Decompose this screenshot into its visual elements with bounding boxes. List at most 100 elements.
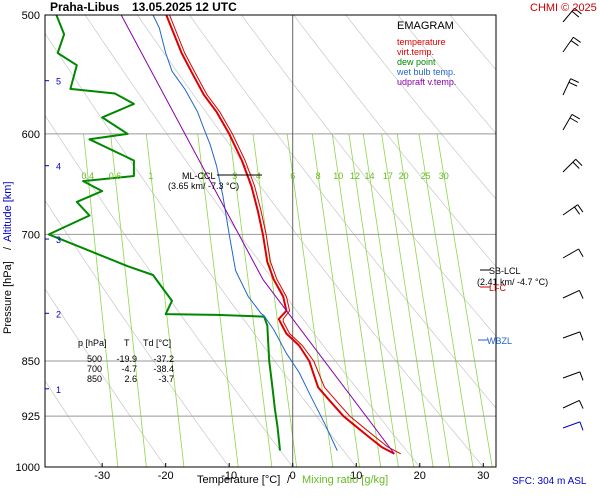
altitude-tick-label: 3 — [56, 235, 61, 245]
table-cell: -3.7 — [158, 374, 174, 384]
mixing-ratio-label: 20 — [399, 171, 409, 181]
dry-adiabat — [293, 15, 496, 268]
mixing-ratio-line — [331, 133, 382, 467]
wind-barb-icon — [562, 204, 584, 216]
mixing-ratio-line — [381, 133, 434, 467]
legend-item-updraft: udpraft v.temp. — [397, 77, 456, 87]
wind-barb-icon — [562, 248, 584, 259]
mixing-ratio-line — [83, 133, 119, 467]
mixing-ratio-line — [436, 133, 493, 467]
table-cell: -19.9 — [116, 354, 137, 364]
level-table: p [hPa] T Td [°C] 500 -19.9 -37.2 700 -4… — [78, 338, 174, 384]
table-header-td: Td [°C] — [143, 338, 171, 348]
mixing-ratio-label: 6 — [290, 171, 295, 181]
wind-barb-icon — [562, 399, 584, 409]
plot-frame — [44, 14, 497, 468]
temperature-tick-label: -30 — [94, 470, 110, 482]
dry-adiabat — [241, 15, 496, 337]
table-header-t: T — [124, 338, 130, 348]
mixing-ratio-label: 14 — [364, 171, 374, 181]
wind-barb-icon — [562, 113, 581, 131]
wind-barb-icon — [562, 158, 583, 173]
mixing-ratio-line — [197, 133, 239, 467]
mixing-ratio-line — [311, 133, 360, 467]
wind-barb-icon — [562, 36, 581, 53]
dry-adiabat — [397, 15, 496, 135]
mixing-ratio-line — [418, 133, 474, 467]
mixing-ratio-label: 0.4 — [82, 171, 95, 181]
sb-lcl-annotation: SB-LCL (2.41 km/ -4.7 °C) LFC — [477, 266, 548, 293]
pressure-tick-label: 700 — [22, 229, 40, 241]
pressure-tick-label: 600 — [22, 129, 40, 141]
credit-text: CHMI © 2025 — [530, 2, 597, 14]
table-header-p: p [hPa] — [78, 338, 107, 348]
legend-item-temperature: temperature — [397, 37, 446, 47]
wind-barb-icon — [562, 78, 579, 96]
mixing-ratio-label: 8 — [316, 171, 321, 181]
table-cell: -4.7 — [121, 364, 137, 374]
table-cell: 2.6 — [124, 374, 137, 384]
dry-adiabat — [45, 288, 166, 467]
wbzl-annotation: WBZL — [478, 336, 512, 346]
legend-item-dew-point: dew point — [397, 57, 436, 67]
temperature-tick-label: -20 — [158, 470, 174, 482]
ml-ccl-title: ML-CCL — [182, 171, 216, 181]
mixing-ratio-label: 17 — [383, 171, 393, 181]
mixing-ratio-line — [145, 133, 185, 467]
dry-adiabat — [45, 380, 103, 467]
pressure-tick-label: 925 — [22, 411, 40, 423]
mixing-ratio-line — [286, 133, 334, 467]
wind-barb-icon — [562, 421, 584, 431]
mixing-ratio-label: 0.6 — [109, 171, 122, 181]
series-udpraft-v-temp — [120, 15, 395, 455]
dry-adiabat — [345, 15, 496, 200]
mixing-ratio-line — [362, 133, 415, 467]
y-axis-label-altitude: Altitude [km] — [2, 181, 14, 242]
station-name: Praha-Libus — [50, 0, 120, 14]
mixing-ratio-label: 25 — [421, 171, 431, 181]
dry-adiabat — [45, 32, 357, 467]
sb-lcl-value: (2.41 km/ -4.7 °C) — [477, 277, 548, 287]
mixing-ratio-label: 4 — [256, 171, 261, 181]
table-cell: 700 — [87, 364, 102, 374]
dry-adiabat — [189, 15, 496, 409]
mixing-ratio-label: 12 — [350, 171, 360, 181]
lfc-label: LFC — [489, 283, 507, 293]
wind-barb-icon — [562, 7, 582, 23]
mixing-ratio-line — [396, 133, 451, 467]
series-temperature — [165, 15, 395, 455]
altitude-tick-label: 4 — [56, 162, 61, 172]
mixing-ratio-label: 10 — [333, 171, 343, 181]
wind-barb-icon — [562, 331, 584, 341]
mixing-ratio-line — [348, 133, 399, 467]
legend: EMAGRAM temperature virt.temp. dew point… — [396, 20, 456, 87]
temperature-tick-label: 20 — [414, 470, 426, 482]
mixing-ratio-label: 3 — [232, 171, 237, 181]
y-axis-label-pressure: Pressure [hPa] — [2, 261, 14, 334]
x-axis-label-temperature: Temperature [°C] — [197, 474, 280, 486]
legend-item-virt-temp: virt.temp. — [397, 47, 434, 57]
temperature-tick-label: 10 — [350, 470, 362, 482]
legend-title: EMAGRAM — [397, 20, 454, 32]
mixing-ratio-line — [110, 133, 147, 467]
wind-barb-icon — [562, 289, 584, 299]
mixing-ratio-label: 2 — [200, 171, 205, 181]
x-axis-label-sep: / — [287, 474, 291, 486]
series-dew-point — [47, 15, 281, 451]
altitude-tick-label: 5 — [56, 77, 61, 87]
temperature-tick-label: -10 — [221, 470, 237, 482]
ml-ccl-annotation: ML-CCL (3.65 km/ -7.3 °C) — [168, 171, 262, 191]
surface-altitude: SFC: 304 m ASL — [512, 476, 587, 487]
table-cell: -37.2 — [153, 354, 174, 364]
dry-adiabat — [137, 15, 484, 467]
table-cell: 500 — [87, 354, 102, 364]
pressure-tick-label: 1000 — [16, 462, 40, 474]
pressure-tick-label: 500 — [22, 10, 40, 22]
altitude-tick-label: 2 — [56, 309, 61, 319]
table-cell: 850 — [87, 374, 102, 384]
mixing-ratio-label: 1 — [148, 171, 153, 181]
y-axis-label-sep: / — [2, 246, 14, 250]
table-cell: -38.4 — [153, 364, 174, 374]
altitude-tick-label: 1 — [56, 385, 61, 395]
